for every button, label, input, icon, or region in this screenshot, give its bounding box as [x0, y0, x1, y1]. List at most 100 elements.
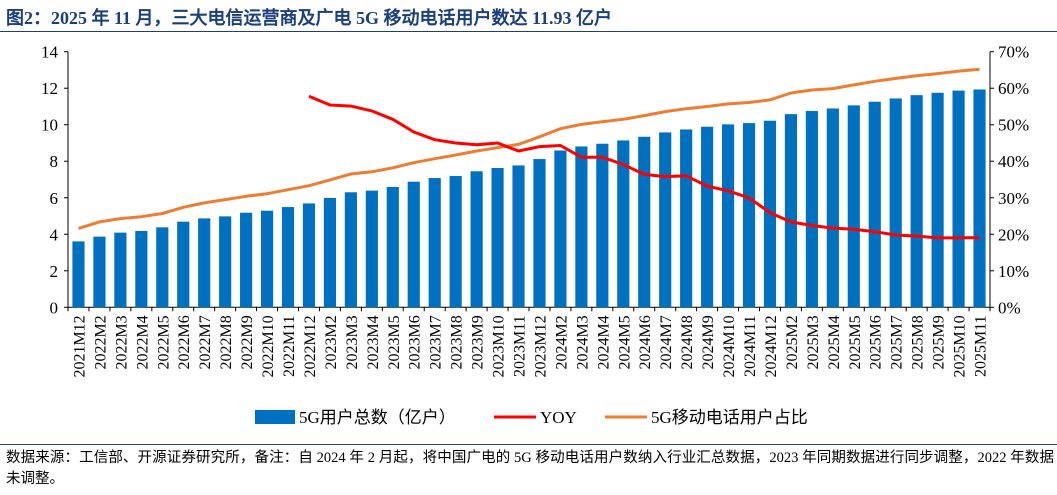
bar-2024M9 [701, 126, 714, 308]
x-tick-label: 2024M5 [616, 315, 633, 369]
x-tick-label: 2024M7 [658, 315, 675, 369]
x-tick-label: 2024M11 [742, 315, 759, 377]
legend-yoy-label: YOY [540, 408, 577, 427]
right-tick-label: 70% [998, 43, 1029, 62]
legend-share-label: 5G移动电话用户占比 [651, 408, 808, 427]
x-tick-label: 2022M11 [281, 315, 298, 377]
x-tick-label: 2025M4 [826, 315, 843, 369]
bar-2024M10 [721, 124, 735, 308]
x-tick-label: 2025M7 [889, 315, 906, 369]
bar-2023M5 [386, 186, 399, 308]
bar-2021M12 [72, 241, 85, 308]
x-tick-label: 2023M9 [470, 315, 487, 369]
bar-2022M12 [302, 203, 316, 308]
bar-2025M9 [931, 92, 944, 308]
x-tick-label: 2022M7 [197, 315, 214, 369]
x-tick-label: 2022M9 [239, 315, 256, 369]
x-tick-label: 2024M8 [679, 315, 696, 369]
bar-2025M2 [784, 114, 798, 308]
bar-2022M4 [135, 230, 148, 308]
left-tick-label: 14 [41, 43, 59, 62]
left-tick-label: 12 [41, 79, 58, 98]
left-tick-label: 2 [50, 262, 59, 281]
bar-2024M6 [638, 136, 651, 308]
x-tick-label: 2024M3 [574, 315, 591, 369]
bar-2025M6 [868, 101, 881, 308]
share-line [78, 67, 980, 230]
bar-2022M10 [260, 210, 274, 308]
footnote-divider [0, 444, 1057, 445]
x-tick-label: 2023M6 [407, 315, 424, 369]
bar-2025M7 [889, 98, 902, 308]
bar-2025M5 [847, 105, 860, 308]
bar-2023M10 [491, 167, 504, 308]
x-tick-label: 2025M10 [952, 315, 969, 377]
x-tick-label: 2024M4 [595, 315, 612, 369]
bar-2023M8 [449, 176, 462, 308]
bar-2025M11 [973, 89, 986, 308]
left-tick-label: 8 [50, 152, 59, 171]
x-tick-label: 2022M4 [134, 315, 151, 369]
x-tick-label: 2022M2 [92, 315, 109, 369]
x-tick-label: 2023M12 [532, 315, 549, 377]
bar-2023M4 [365, 190, 378, 308]
legend-bar-swatch [255, 410, 295, 424]
bar-2024M4 [596, 143, 609, 308]
x-tick-label: 2025M3 [805, 315, 822, 369]
bar-2025M4 [826, 108, 839, 308]
x-tick-label: 2025M6 [868, 315, 885, 369]
bar-2023M6 [407, 181, 420, 308]
bar-2022M2 [93, 236, 106, 308]
x-tick-label: 2023M4 [365, 315, 382, 369]
x-tick-label: 2023M11 [512, 315, 529, 377]
x-tick-label: 2024M2 [553, 315, 570, 369]
bar-2025M3 [805, 111, 818, 308]
x-tick-label: 2024M6 [637, 315, 654, 369]
bar-2023M12 [533, 159, 546, 308]
bar-2023M11 [512, 165, 525, 308]
x-tick-label: 2025M2 [784, 315, 801, 369]
x-tick-label: 2024M10 [721, 315, 738, 377]
right-tick-label: 40% [998, 152, 1029, 171]
x-tick-label: 2023M8 [449, 315, 466, 369]
bar-2025M10 [952, 90, 965, 308]
bar-2024M2 [554, 150, 567, 308]
bar-2022M6 [177, 221, 190, 308]
x-tick-label: 2023M3 [344, 315, 361, 369]
x-tick-label: 2023M2 [323, 315, 340, 369]
bar-2023M9 [470, 171, 483, 308]
bar-2024M7 [659, 132, 672, 308]
left-tick-label: 4 [50, 225, 59, 244]
x-tick-label: 2022M6 [176, 315, 193, 369]
right-tick-label: 60% [998, 79, 1029, 98]
bar-2024M11 [742, 123, 756, 308]
bar-2022M3 [114, 232, 127, 308]
bar-2022M5 [156, 227, 169, 308]
x-tick-label: 2022M8 [218, 315, 235, 369]
bar-2022M9 [240, 212, 253, 308]
bar-2023M2 [323, 197, 337, 308]
x-tick-label: 2024M12 [763, 315, 780, 377]
left-tick-label: 10 [41, 116, 58, 135]
bar-2024M5 [617, 140, 630, 308]
right-tick-label: 50% [998, 116, 1029, 135]
right-tick-label: 30% [998, 189, 1029, 208]
left-tick-label: 6 [50, 189, 59, 208]
bar-2022M7 [198, 218, 211, 308]
right-tick-label: 0% [998, 298, 1021, 317]
combo-chart: 0 2 4 6 8 10 12 14 0% 10% 20% 30% 40% 50% 60% 70% 2021M1… [41, 43, 1029, 427]
x-tick-label: 2022M3 [113, 315, 130, 369]
bar-2023M3 [344, 192, 357, 308]
chart-title: 图2：2025 年 11 月，三大电信运营商及广电 5G 移动电话用户数达 11… [6, 8, 613, 28]
x-tick-label: 2022M5 [155, 315, 172, 369]
x-tick-label: 2023M10 [491, 315, 508, 377]
footnote: 数据来源：工信部、开源证券研究所，备注：自 2024 年 2 月起，将中国广电的… [6, 450, 1054, 487]
x-tick-label: 2022M12 [302, 315, 319, 377]
x-tick-label: 2023M7 [428, 315, 445, 369]
left-tick-label: 0 [50, 298, 59, 317]
bar-2023M7 [428, 178, 441, 308]
x-tick-label: 2025M11 [973, 315, 990, 377]
right-tick-label: 10% [998, 262, 1029, 281]
x-tick-label: 2025M8 [910, 315, 927, 369]
x-tick-label: 2025M5 [847, 315, 864, 369]
